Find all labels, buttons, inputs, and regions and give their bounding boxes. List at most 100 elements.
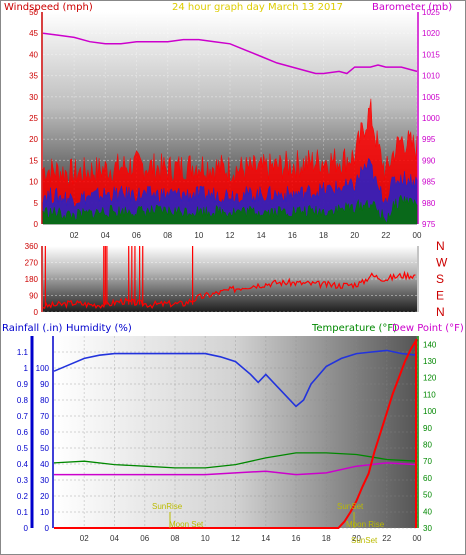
wind-tick-label: 40 [29,50,38,59]
x-tick-label: 16 [288,231,297,240]
graph-title: 24 hour graph day March 13 2017 [172,2,343,13]
dewpoint-line [54,462,418,476]
sunrise-label: SunRise [152,502,183,511]
rain-tick-label: 0.5 [17,444,29,453]
x-tick-label: 22 [381,231,390,240]
rain-tick-label: 0.3 [17,476,29,485]
rain-tick-label: 0 [24,524,29,533]
rain-tick-labels: 0 0.1 0.2 0.3 0.4 0.5 0.6 0.7 0.8 0.9 1 1.1 [17,348,29,533]
wind-tick-label: 25 [29,114,38,123]
wind-series-2 [42,157,418,225]
x-tick-label: 04 [110,534,119,543]
x-tick-label: 10 [201,534,210,543]
baro-tick-label: 1025 [422,8,440,17]
sunset-bottom-label: SunSet [351,536,378,545]
rain-tick-label: 0.8 [17,396,29,405]
temperature-tick-label: 60 [423,474,432,483]
humidity-tick-label: 20 [40,492,49,501]
rain-tick-label: 0.6 [17,428,29,437]
baro-tick-label: 1010 [422,72,440,81]
humidity-tick-label: 100 [36,364,50,373]
x-tick-label: 18 [319,231,328,240]
x-tick-label: 12 [226,231,235,240]
wind-tick-label: 45 [29,29,38,38]
wind-tick-label: 10 [29,178,38,187]
barometer-axis-label: Barometer (mb) [372,2,452,13]
wind-tick-labels: 0 5 10 15 20 25 30 35 40 45 50 [29,8,38,229]
x-tick-label: 20 [352,534,361,543]
humidity-tick-label: 80 [40,396,49,405]
rain-tick-label: 0.9 [17,380,29,389]
moonrise-label: Moon Rise [346,520,385,529]
x-tick-label: 02 [70,231,79,240]
wind-x-tick-labels: 02 04 06 08 10 12 14 16 18 20 22 00 [70,231,422,240]
dewpoint-axis-label: Dew Point (°F) [392,323,464,334]
wind-tick-label: 20 [29,135,38,144]
rain-tick-label: 0.7 [17,412,29,421]
rain-tick-label: 1 [24,364,29,373]
baro-tick-label: 995 [422,135,436,144]
temperature-tick-labels: 30 40 50 60 70 80 90 100 110 120 130 140 [423,340,437,533]
direction-tick-label: 270 [25,259,39,268]
x-tick-label: 22 [382,534,391,543]
x-tick-label: 12 [231,534,240,543]
temperature-tick-label: 80 [423,441,432,450]
humidity-tick-label: 90 [40,380,49,389]
temperature-tick-label: 70 [423,457,432,466]
baro-tick-label: 985 [422,178,436,187]
humidity-axis-label: Humidity (%) [66,323,132,334]
baro-tick-label: 1020 [422,29,440,38]
humidity-tick-label: 10 [40,508,49,517]
temperature-tick-label: 30 [423,524,432,533]
wind-tick-label: 15 [29,156,38,165]
x-tick-label: 00 [413,534,422,543]
temperature-tick-label: 120 [423,374,437,383]
x-tick-label: 20 [350,231,359,240]
temperature-line [53,452,418,469]
x-tick-label: 08 [171,534,180,543]
x-tick-label: 14 [257,231,266,240]
wind-tick-label: 0 [34,220,39,229]
rainfall-line [54,338,418,529]
x-tick-label: 16 [292,534,301,543]
temperature-axis-label: Temperature (°F) [311,323,397,334]
x-tick-label: 06 [140,534,149,543]
humidity-tick-label: 70 [40,412,49,421]
baro-tick-label: 975 [422,220,436,229]
windspeed-axis-label: Windspeed (mph) [4,2,93,13]
x-tick-label: 08 [163,231,172,240]
compass-label: E [436,289,444,303]
wind-tick-label: 5 [34,199,39,208]
humidity-tick-label: 0 [45,524,50,533]
temperature-tick-label: 110 [423,390,436,399]
x-tick-label: 02 [80,534,89,543]
rain-x-tick-labels: 02 04 06 08 10 12 14 16 18 20 22 00 [80,534,422,543]
humidity-tick-label: 60 [40,428,49,437]
direction-tick-label: 180 [25,275,39,284]
rain-tick-label: 0.2 [17,492,29,501]
direction-tick-label: 0 [34,308,39,317]
temperature-tick-label: 40 [423,507,432,516]
compass-label: W [436,256,448,270]
temperature-tick-label: 90 [423,424,432,433]
humidity-line [53,349,418,408]
x-tick-label: 14 [261,534,270,543]
wind-tick-label: 30 [29,93,38,102]
rain-series [53,338,418,529]
compass-label: N [436,239,445,253]
baro-tick-label: 990 [422,156,436,165]
humidity-tick-labels: 0 10 20 30 40 50 60 70 80 90 100 [36,364,50,533]
x-tick-label: 00 [413,231,422,240]
humidity-tick-label: 50 [40,444,49,453]
baro-tick-label: 1000 [422,114,440,123]
temperature-tick-label: 100 [423,407,437,416]
rain-tick-label: 1.1 [17,348,29,357]
temperature-tick-label: 130 [423,357,437,366]
baro-tick-labels: 975 980 985 990 995 1000 1005 1010 1015 1020 1025 [422,8,440,229]
wind-series-3 [42,194,418,225]
rain-tick-label: 0.4 [17,460,29,469]
wind-tick-label: 50 [29,8,38,17]
temperature-tick-label: 140 [423,340,437,349]
